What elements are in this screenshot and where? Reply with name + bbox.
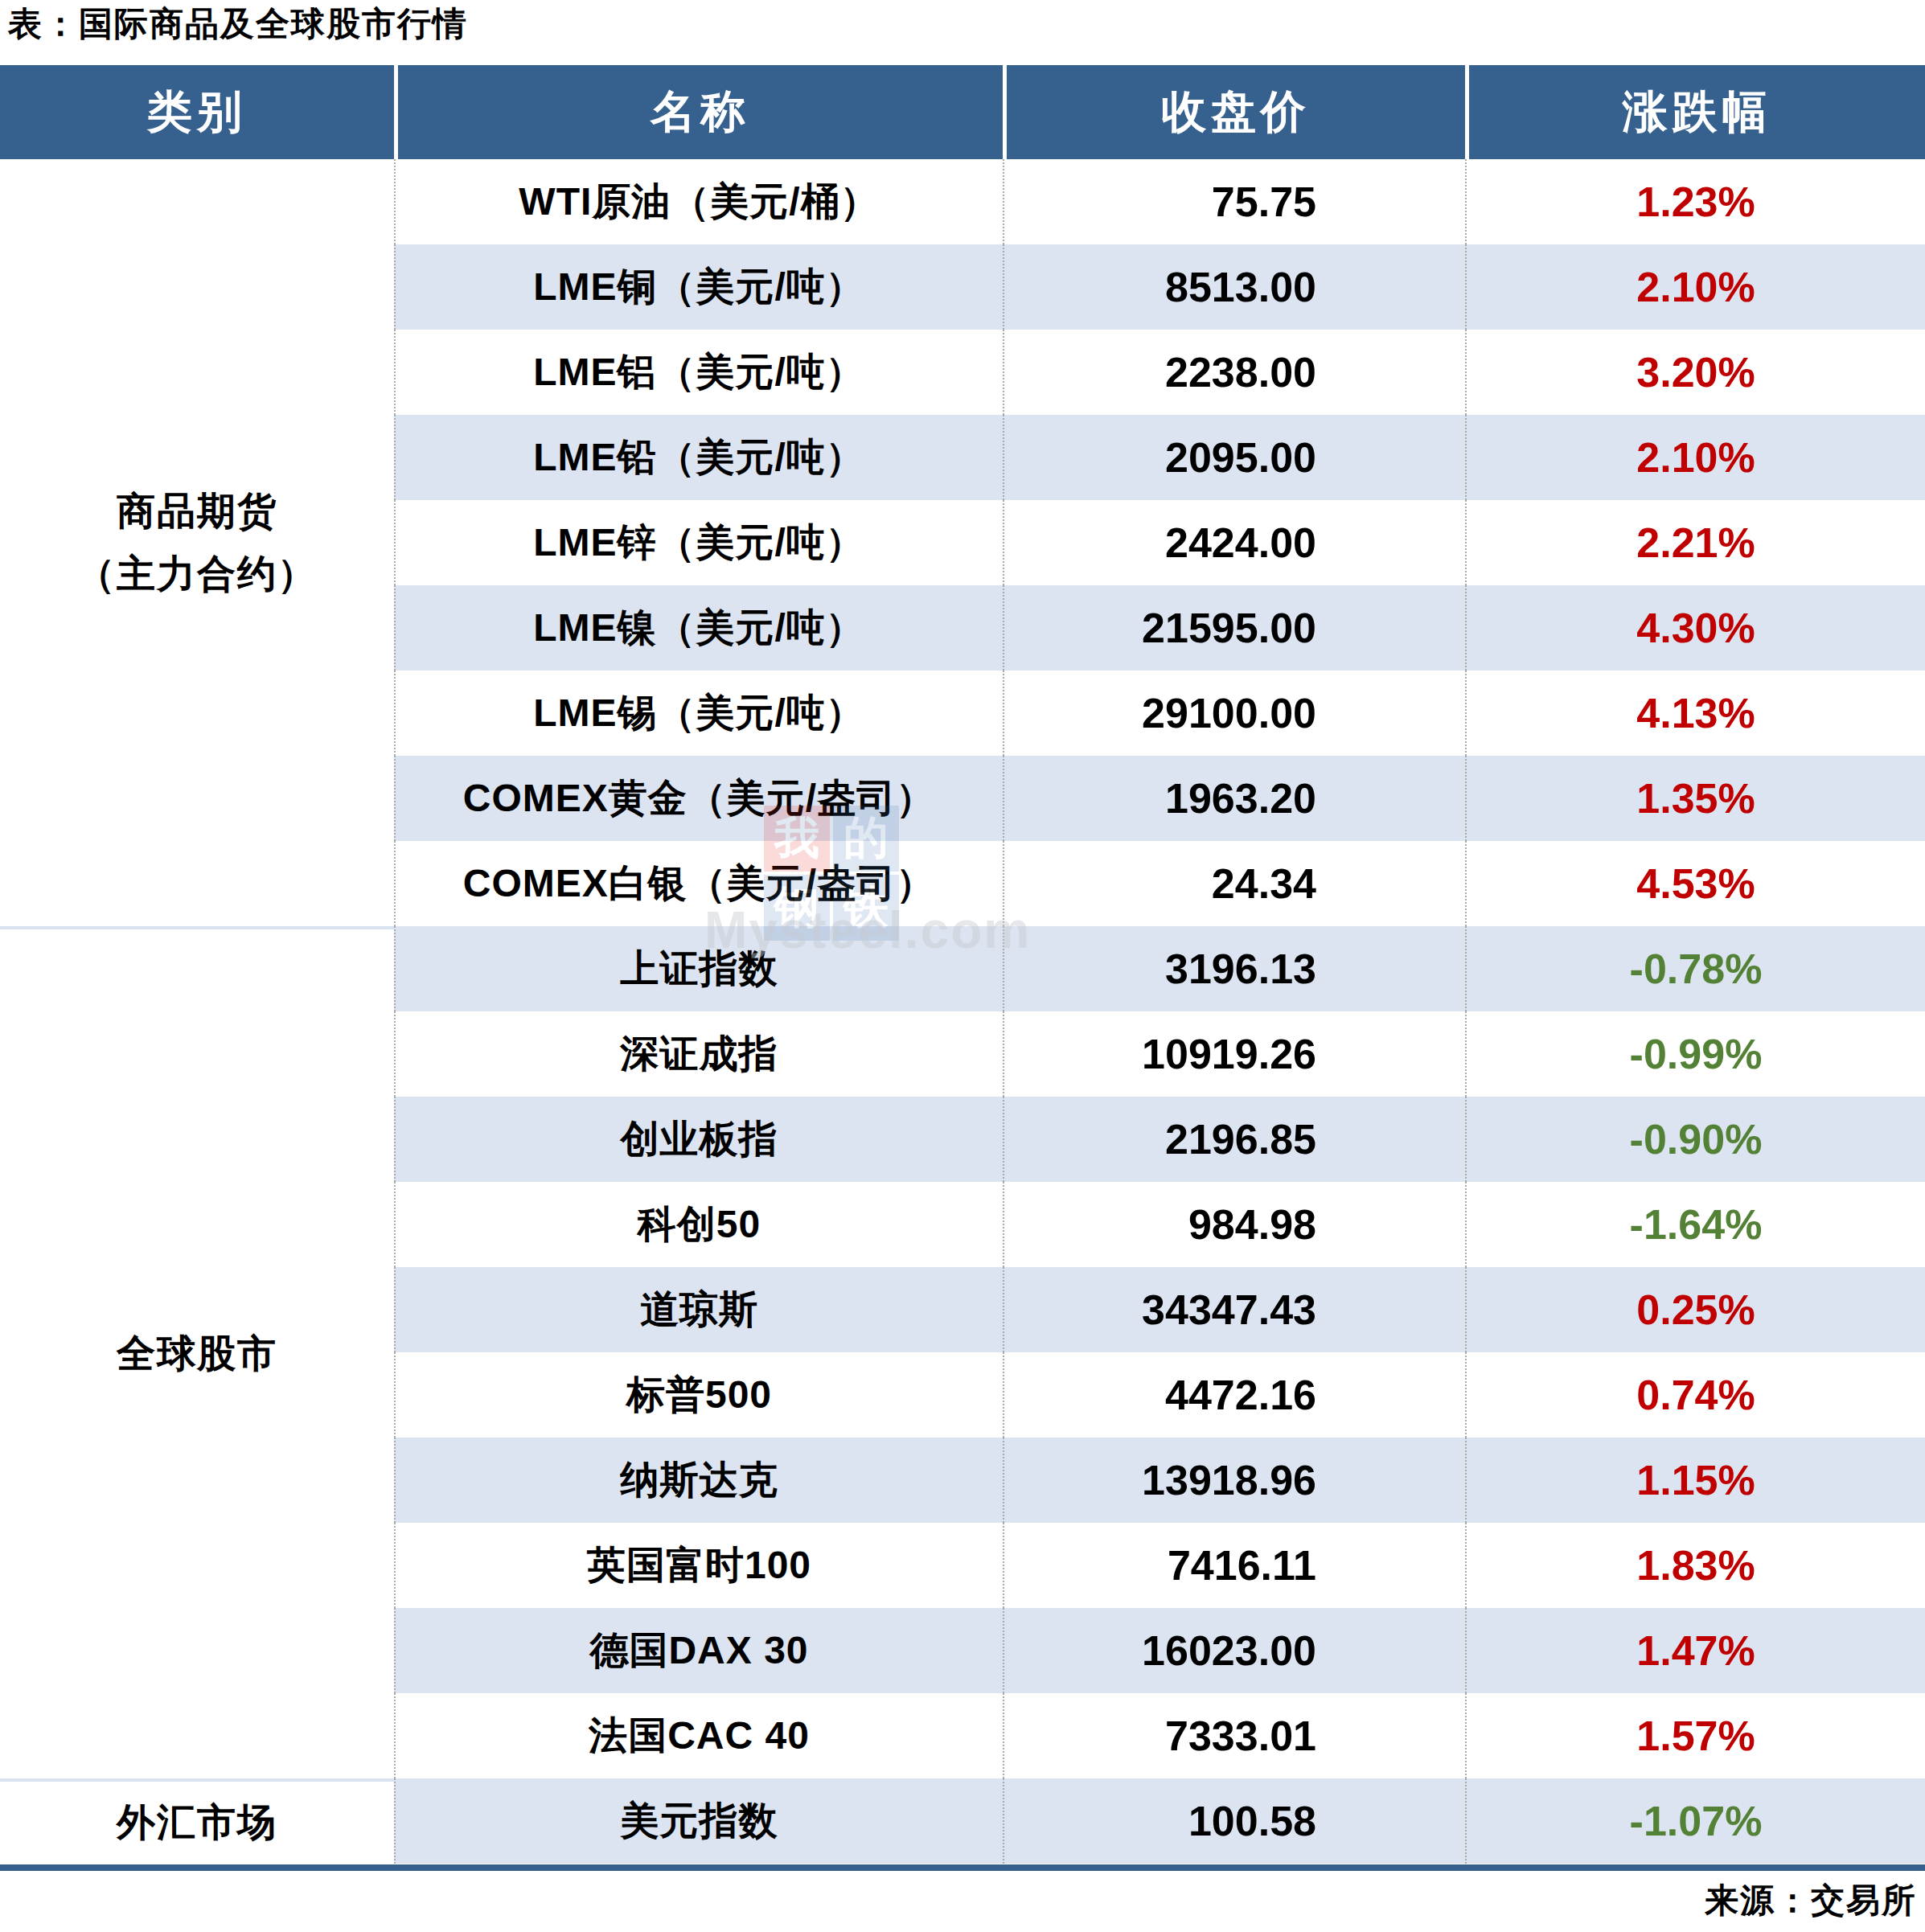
change-percent-cell: -1.07%	[1465, 1778, 1925, 1864]
change-percent-cell: -0.99%	[1465, 1011, 1925, 1097]
name-cell: 德国DAX 30	[394, 1608, 1003, 1693]
change-percent-cell: 1.57%	[1465, 1693, 1925, 1778]
change-percent-cell: 1.23%	[1465, 159, 1925, 244]
close-price-cell: 7416.11	[1003, 1523, 1465, 1608]
close-price-cell: 10919.26	[1003, 1011, 1465, 1097]
source-label: 来源：交易所	[1705, 1878, 1917, 1923]
change-percent-cell: 1.35%	[1465, 756, 1925, 841]
category-label-line: （主力合约）	[76, 543, 318, 605]
close-price-cell: 2238.00	[1003, 330, 1465, 415]
change-percent-cell: 4.30%	[1465, 585, 1925, 671]
page-title: 表：国际商品及全球股市行情	[8, 2, 468, 47]
close-price-cell: 7333.01	[1003, 1693, 1465, 1778]
change-percent-cell: 0.25%	[1465, 1267, 1925, 1352]
change-percent-cell: 0.74%	[1465, 1352, 1925, 1438]
change-percent-cell: 2.21%	[1465, 500, 1925, 585]
name-cell: 道琼斯	[394, 1267, 1003, 1352]
name-cell: LME镍（美元/吨）	[394, 585, 1003, 671]
close-price-cell: 3196.13	[1003, 926, 1465, 1011]
name-cell: LME铅（美元/吨）	[394, 415, 1003, 500]
close-price-cell: 34347.43	[1003, 1267, 1465, 1352]
name-cell: 法国CAC 40	[394, 1693, 1003, 1778]
col-header-close: 收盘价	[1003, 65, 1465, 159]
close-price-cell: 100.58	[1003, 1778, 1465, 1864]
market-table: 类别 名称 收盘价 涨跌幅 商品期货（主力合约） 全球股市外汇市场 WTI原油（美元…	[0, 65, 1925, 1864]
name-cell: LME铝（美元/吨）	[394, 330, 1003, 415]
category-cell: 全球股市	[0, 926, 394, 1778]
col-header-name: 名称	[394, 65, 1003, 159]
name-cell: COMEX白银（美元/盎司）	[394, 841, 1003, 926]
change-percent-cell: 3.20%	[1465, 330, 1925, 415]
category-label-line: 商品期货	[117, 480, 277, 543]
name-cell: 上证指数	[394, 926, 1003, 1011]
name-cell: 英国富时100	[394, 1523, 1003, 1608]
close-price-cell: 21595.00	[1003, 585, 1465, 671]
change-percent-cell: 1.83%	[1465, 1523, 1925, 1608]
category-label-line: 外汇市场	[117, 1791, 277, 1854]
change-percent-cell: 2.10%	[1465, 415, 1925, 500]
category-cell: 商品期货（主力合约）	[0, 159, 394, 926]
name-cell: LME锌（美元/吨）	[394, 500, 1003, 585]
change-percent-cell: 1.47%	[1465, 1608, 1925, 1693]
name-cell: 创业板指	[394, 1097, 1003, 1182]
name-cell: LME铜（美元/吨）	[394, 244, 1003, 330]
name-cell: 标普500	[394, 1352, 1003, 1438]
change-percent-cell: -1.64%	[1465, 1182, 1925, 1267]
close-price-cell: 75.75	[1003, 159, 1465, 244]
change-percent-cell: -0.78%	[1465, 926, 1925, 1011]
name-cell: LME锡（美元/吨）	[394, 671, 1003, 756]
close-price-cell: 16023.00	[1003, 1608, 1465, 1693]
category-label-line: 全球股市	[117, 1323, 277, 1385]
close-price-cell: 13918.96	[1003, 1438, 1465, 1523]
bottom-divider-bar	[0, 1864, 1925, 1871]
change-percent-cell: 1.15%	[1465, 1438, 1925, 1523]
close-price-cell: 2196.85	[1003, 1097, 1465, 1182]
change-percent-cell: -0.90%	[1465, 1097, 1925, 1182]
name-cell: 深证成指	[394, 1011, 1003, 1097]
name-cell: 纳斯达克	[394, 1438, 1003, 1523]
close-price-cell: 29100.00	[1003, 671, 1465, 756]
category-cell: 外汇市场	[0, 1778, 394, 1864]
change-percent-cell: 2.10%	[1465, 244, 1925, 330]
close-price-cell: 4472.16	[1003, 1352, 1465, 1438]
close-price-cell: 24.34	[1003, 841, 1465, 926]
close-price-cell: 8513.00	[1003, 244, 1465, 330]
name-cell: 科创50	[394, 1182, 1003, 1267]
col-header-category: 类别	[0, 65, 394, 159]
close-price-cell: 2095.00	[1003, 415, 1465, 500]
name-cell: COMEX黄金（美元/盎司）	[394, 756, 1003, 841]
close-price-cell: 2424.00	[1003, 500, 1465, 585]
name-cell: WTI原油（美元/桶）	[394, 159, 1003, 244]
close-price-cell: 1963.20	[1003, 756, 1465, 841]
col-header-change: 涨跌幅	[1465, 65, 1925, 159]
change-percent-cell: 4.53%	[1465, 841, 1925, 926]
close-price-cell: 984.98	[1003, 1182, 1465, 1267]
change-percent-cell: 4.13%	[1465, 671, 1925, 756]
name-cell: 美元指数	[394, 1778, 1003, 1864]
